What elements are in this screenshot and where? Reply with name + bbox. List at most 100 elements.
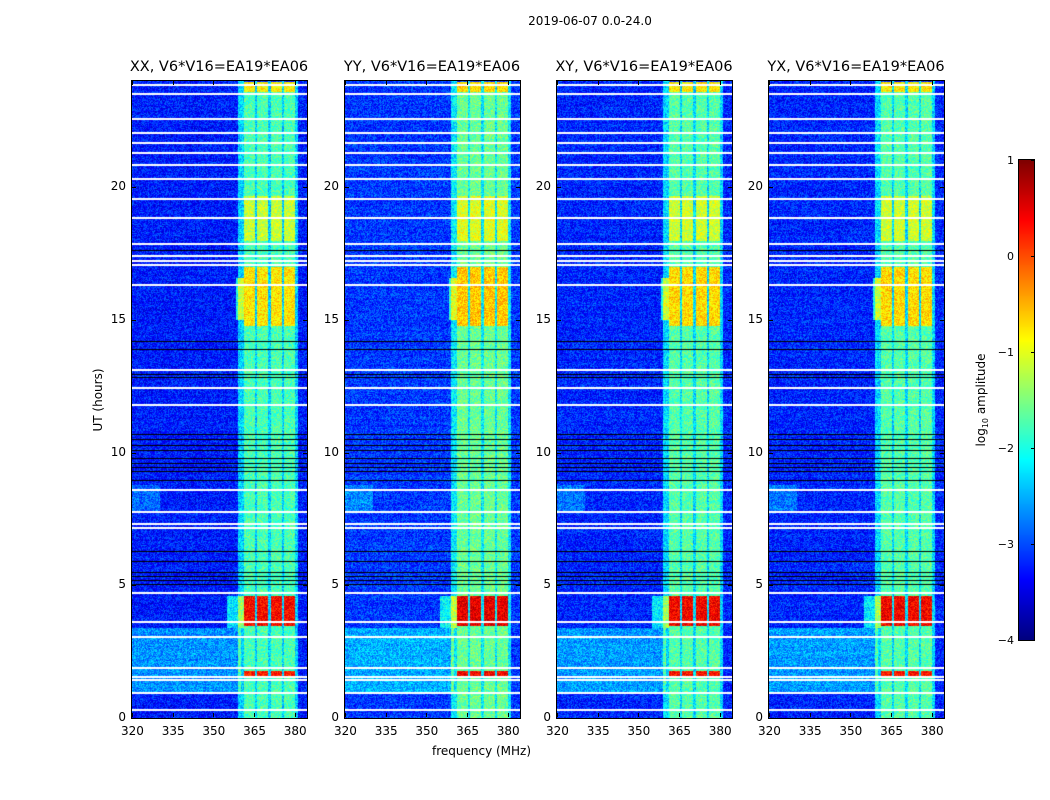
x-tick-mark — [850, 81, 852, 85]
y-tick-mark — [728, 319, 732, 321]
y-tick-mark — [132, 718, 136, 719]
x-tick-mark — [679, 81, 681, 85]
y-tick-label: 0 — [755, 710, 763, 724]
colorbar-tick-mark — [1031, 160, 1035, 161]
y-tick-label: 10 — [110, 444, 126, 459]
x-tick-mark — [557, 713, 558, 717]
y-tick-mark — [345, 187, 349, 189]
x-tick-label: 365 — [668, 724, 691, 738]
y-tick-mark — [516, 452, 520, 454]
colorbar-tick-label: 1 — [1007, 154, 1014, 167]
heatmap-panel — [556, 80, 733, 719]
y-tick-mark — [769, 187, 773, 189]
y-tick-mark — [940, 319, 944, 321]
x-tick-mark — [345, 81, 346, 85]
y-tick-label: 20 — [535, 179, 551, 194]
heatmap-image — [557, 81, 732, 718]
y-tick-mark — [516, 585, 520, 587]
y-tick-mark — [769, 319, 773, 321]
x-tick-label: 320 — [758, 724, 781, 738]
x-tick-mark — [385, 81, 387, 85]
y-tick-label: 5 — [331, 577, 339, 592]
y-tick-mark — [557, 319, 561, 321]
y-tick-label: 15 — [323, 311, 339, 326]
x-tick-mark — [719, 713, 721, 717]
colorbar-label-sub: 10 — [981, 417, 991, 429]
figure-title: 2019-06-07 0.0-24.0 — [528, 14, 652, 28]
x-tick-label: 320 — [334, 724, 357, 738]
x-tick-label: 350 — [627, 724, 651, 738]
y-tick-label: 15 — [110, 311, 126, 326]
panel-title: YX, V6*V16=EA19*EA06 — [767, 59, 945, 75]
colorbar-tick-label: −4 — [997, 634, 1014, 647]
x-tick-label: 380 — [283, 724, 307, 738]
y-tick-mark — [940, 585, 944, 587]
heatmap-panel — [768, 80, 945, 719]
y-tick-mark — [940, 187, 944, 189]
x-tick-label: 320 — [121, 724, 144, 738]
colorbar — [1018, 159, 1035, 641]
colorbar-tick-mark — [1031, 256, 1035, 257]
y-tick-mark — [303, 187, 307, 189]
x-tick-mark — [172, 713, 174, 717]
x-tick-mark — [132, 81, 133, 85]
x-tick-label: 335 — [798, 724, 822, 738]
y-tick-label: 5 — [543, 577, 551, 592]
x-tick-mark — [345, 713, 346, 717]
colorbar-label: log10 amplitude — [974, 354, 990, 447]
x-tick-mark — [467, 713, 469, 717]
x-tick-label: 335 — [374, 724, 398, 738]
x-tick-mark — [769, 81, 770, 85]
colorbar-label-prefix: log — [973, 428, 988, 447]
x-tick-label: 365 — [243, 724, 266, 738]
y-tick-mark — [516, 187, 520, 189]
y-tick-label: 10 — [323, 444, 339, 459]
y-tick-mark — [728, 585, 732, 587]
x-tick-mark — [385, 713, 387, 717]
panel-title: YY, V6*V16=EA19*EA06 — [343, 59, 521, 75]
y-tick-mark — [345, 452, 349, 454]
x-tick-mark — [467, 81, 469, 85]
x-tick-label: 350 — [839, 724, 863, 738]
x-tick-label: 380 — [708, 724, 732, 738]
y-tick-label: 15 — [747, 311, 763, 326]
y-tick-mark — [769, 585, 773, 587]
y-tick-label: 0 — [331, 710, 339, 724]
y-tick-label: 10 — [747, 444, 763, 459]
y-tick-label: 0 — [543, 710, 551, 724]
y-tick-mark — [728, 718, 732, 719]
x-tick-mark — [597, 713, 599, 717]
x-tick-mark — [426, 81, 428, 85]
heatmap-image — [132, 81, 307, 718]
x-tick-label: 320 — [546, 724, 569, 738]
y-tick-label: 5 — [118, 577, 126, 592]
x-tick-mark — [507, 713, 509, 717]
y-tick-label: 20 — [747, 179, 763, 194]
x-tick-mark — [809, 81, 811, 85]
y-tick-mark — [557, 585, 561, 587]
colorbar-tick-label: −2 — [997, 442, 1014, 455]
x-tick-label: 350 — [202, 724, 226, 738]
x-tick-mark — [597, 81, 599, 85]
x-tick-mark — [931, 81, 933, 85]
y-tick-mark — [132, 585, 136, 587]
y-tick-mark — [769, 452, 773, 454]
x-tick-label: 350 — [415, 724, 439, 738]
x-tick-mark — [507, 81, 509, 85]
x-tick-mark — [850, 713, 852, 717]
colorbar-tick-mark — [1031, 352, 1035, 353]
colorbar-tick-label: −1 — [997, 346, 1014, 359]
colorbar-tick-label: 0 — [1007, 250, 1014, 263]
y-tick-label: 0 — [118, 710, 126, 724]
x-tick-label: 380 — [496, 724, 520, 738]
x-tick-label: 335 — [586, 724, 610, 738]
y-tick-mark — [557, 452, 561, 454]
colorbar-label-suffix: amplitude — [973, 353, 988, 418]
y-tick-label: 20 — [323, 179, 339, 194]
x-tick-mark — [891, 81, 893, 85]
x-tick-mark — [172, 81, 174, 85]
x-tick-mark — [769, 713, 770, 717]
y-tick-mark — [132, 187, 136, 189]
x-tick-mark — [132, 713, 133, 717]
colorbar-tick-mark — [1031, 640, 1035, 641]
